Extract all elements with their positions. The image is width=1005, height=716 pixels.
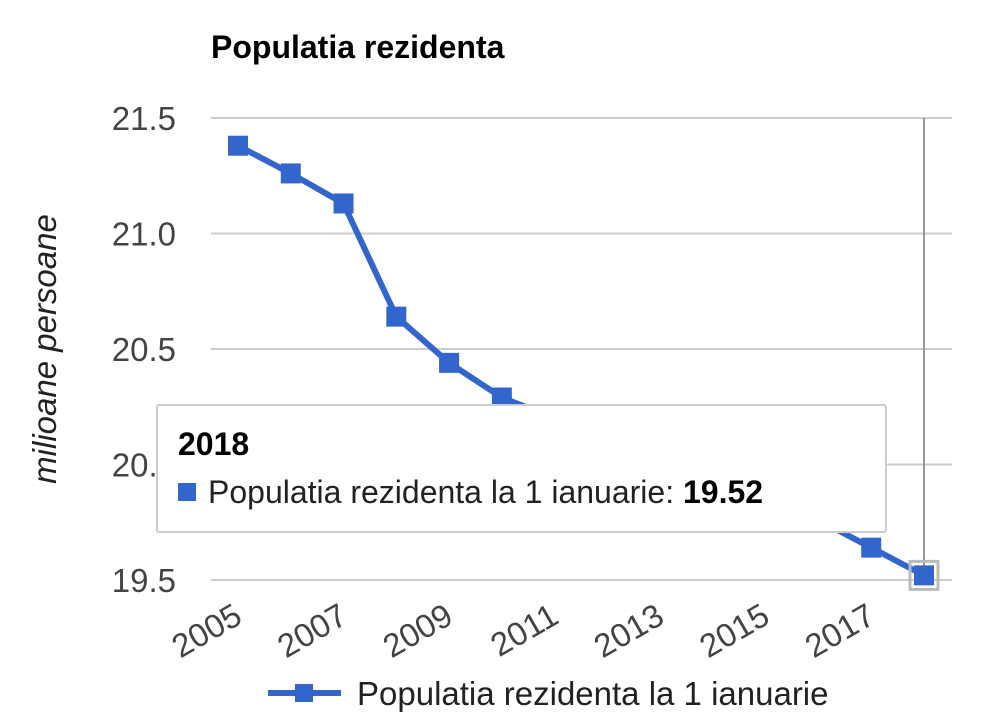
legend-marker-icon [295, 684, 313, 702]
tooltip-title: 2018 [178, 426, 249, 462]
data-point[interactable] [280, 163, 301, 184]
x-tick-label: 2013 [588, 596, 670, 665]
x-tick-label: 2007 [271, 596, 353, 665]
y-tick-label: 21.0 [112, 216, 176, 253]
data-point[interactable] [914, 565, 934, 586]
tooltip-line: Populatia rezidenta la 1 ianuarie: 19.52 [208, 474, 763, 510]
x-tick-label: 2011 [484, 596, 564, 664]
tooltip-label: Populatia rezidenta la 1 ianuarie: [208, 474, 683, 510]
y-axis-label: milioane persoane [26, 214, 63, 484]
x-tick-label: 2005 [165, 596, 247, 665]
legend[interactable]: Populatia rezidenta la 1 ianuarie [268, 675, 829, 712]
x-tick-label: 2015 [693, 596, 775, 665]
tooltip: 2018 Populatia rezidenta la 1 ianuarie: … [156, 404, 887, 533]
x-tick-label: 2009 [376, 596, 458, 665]
chart-title: Populatia rezidenta [211, 29, 505, 65]
data-point[interactable] [333, 193, 354, 214]
data-point[interactable] [386, 306, 407, 327]
data-point[interactable] [491, 387, 512, 408]
data-point[interactable] [228, 135, 248, 156]
tooltip-value: 19.52 [683, 474, 763, 510]
data-point[interactable] [439, 352, 460, 373]
data-point[interactable] [861, 537, 882, 558]
legend-entry-label: Populatia rezidenta la 1 ianuarie [357, 675, 829, 712]
tooltip-box [156, 404, 887, 533]
data-point-highlight [908, 559, 940, 591]
y-tick-label: 19.5 [112, 562, 176, 599]
x-tick-label: 2017 [799, 596, 881, 665]
y-tick-label: 21.5 [112, 100, 176, 137]
x-axis-ticks: 2005 2007 2009 2011 2013 2015 2017 [165, 596, 880, 665]
tooltip-swatch-icon [178, 483, 196, 501]
y-tick-label: 20.5 [112, 331, 176, 368]
